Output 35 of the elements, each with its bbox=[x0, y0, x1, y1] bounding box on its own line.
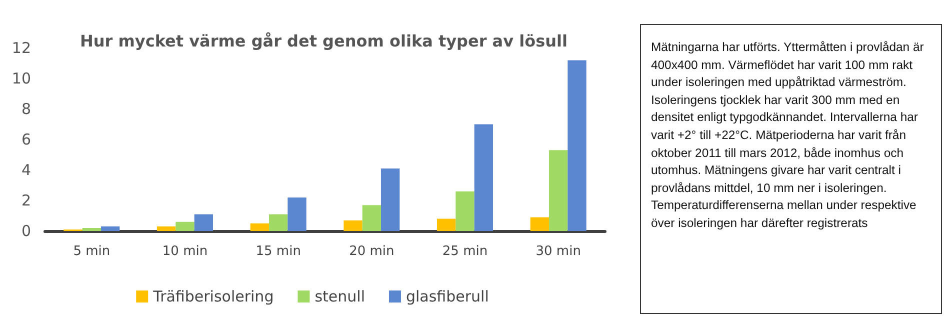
bar bbox=[344, 220, 362, 231]
bar bbox=[82, 228, 101, 231]
bar bbox=[157, 226, 176, 231]
y-tick-label: 4 bbox=[21, 161, 31, 179]
y-tick-label: 10 bbox=[12, 70, 31, 88]
x-tick-label: 30 min bbox=[536, 244, 581, 259]
chart-title: Hur mycket värme går det genom olika typer av lösull bbox=[80, 32, 568, 50]
bar bbox=[474, 124, 493, 231]
bar bbox=[437, 218, 456, 231]
bar bbox=[101, 226, 120, 231]
bar bbox=[549, 150, 568, 231]
x-tick-label: 10 min bbox=[162, 244, 208, 259]
x-tick-label: 20 min bbox=[349, 244, 394, 259]
bar bbox=[288, 197, 306, 231]
text: Mätningarna har utförts. Yttermåtten i provlådan är 400x400 mm. Värmeflödet har varit 100 mm rakt under isoleringen med uppåtriktad värmeström. Isoleringens tjocklek har varit 300 mm med en densitet enligt typgodkännandet. Intervallerna har varit +2° till +22°C. Mätperioderna har varit från oktober 2011 till mars 2012, både inomhus och utomhus. Mätningens givare har varit centralt i provlådans mittdel, 10 mm ner i isoleringen. Temperaturdifferenserna mellan under respektive över isoleringen har därefter registrerats bbox=[651, 40, 924, 230]
bar bbox=[269, 214, 288, 231]
bar bbox=[456, 191, 474, 231]
y-tick-label: 12 bbox=[12, 39, 31, 57]
bar bbox=[250, 223, 269, 231]
y-tick-label: 2 bbox=[21, 192, 31, 210]
x-tick-label: 25 min bbox=[442, 244, 488, 259]
y-tick-label: 6 bbox=[21, 130, 31, 148]
bar bbox=[176, 222, 194, 231]
bar bbox=[530, 217, 549, 231]
bar bbox=[381, 168, 400, 231]
x-tick-label: 5 min bbox=[73, 244, 110, 259]
y-tick-label: 0 bbox=[21, 222, 31, 240]
x-tick-label: 15 min bbox=[256, 244, 301, 259]
legend-label: Träfiberisolering bbox=[152, 288, 274, 306]
legend-label: glasfiberull bbox=[406, 288, 489, 306]
bar bbox=[362, 205, 381, 231]
bar bbox=[194, 214, 213, 231]
y-tick-label: 8 bbox=[21, 100, 31, 118]
legend-label: stenull bbox=[314, 288, 365, 306]
bar bbox=[568, 60, 586, 231]
